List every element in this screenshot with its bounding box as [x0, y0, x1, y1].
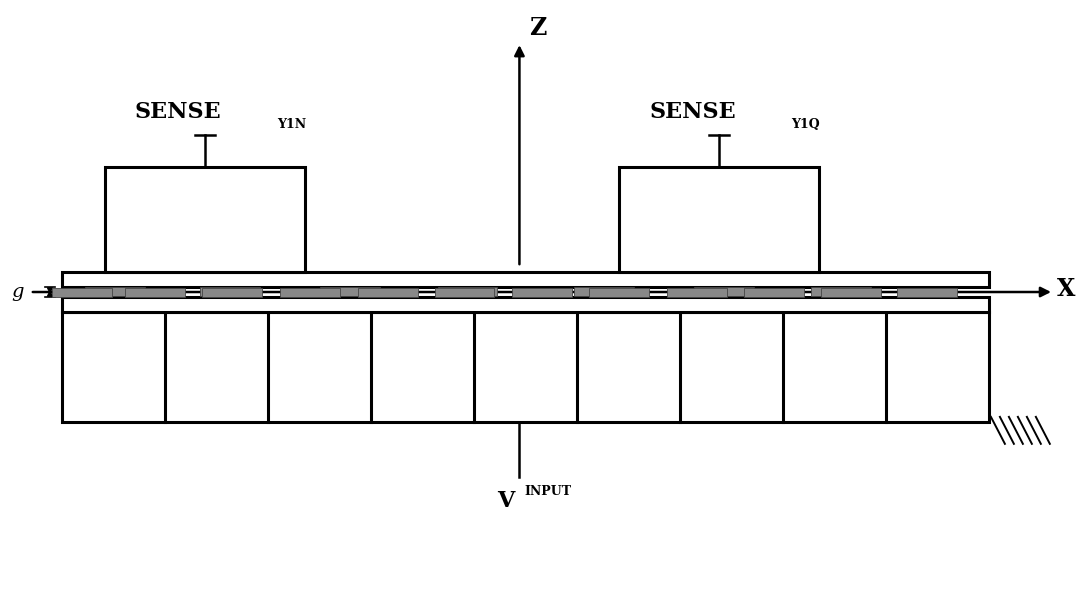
Bar: [125, 288, 185, 297]
Text: SENSE: SENSE: [135, 101, 222, 123]
Bar: [821, 288, 881, 297]
Text: V: V: [498, 490, 515, 512]
Text: Y1Q: Y1Q: [792, 118, 820, 131]
Bar: [104, 167, 305, 272]
Bar: [574, 287, 634, 296]
Bar: [668, 288, 727, 297]
Text: Y1N: Y1N: [277, 118, 306, 131]
Bar: [85, 287, 144, 296]
Text: Z: Z: [530, 16, 547, 40]
Text: X: X: [1057, 277, 1075, 301]
Bar: [358, 288, 418, 297]
Bar: [52, 288, 112, 297]
Bar: [744, 288, 805, 297]
Text: g: g: [12, 283, 24, 301]
Bar: [201, 288, 262, 297]
Bar: [320, 287, 379, 296]
Bar: [62, 297, 989, 312]
Bar: [897, 288, 957, 297]
Bar: [513, 288, 572, 297]
Bar: [280, 288, 339, 297]
Bar: [437, 287, 498, 296]
Bar: [589, 288, 649, 297]
Bar: [62, 272, 989, 287]
Bar: [434, 288, 494, 297]
Bar: [62, 312, 989, 422]
Bar: [811, 287, 871, 296]
Bar: [199, 287, 260, 296]
Text: INPUT: INPUT: [524, 485, 572, 498]
Bar: [695, 287, 754, 296]
Bar: [619, 167, 820, 272]
Text: SENSE: SENSE: [649, 101, 736, 123]
